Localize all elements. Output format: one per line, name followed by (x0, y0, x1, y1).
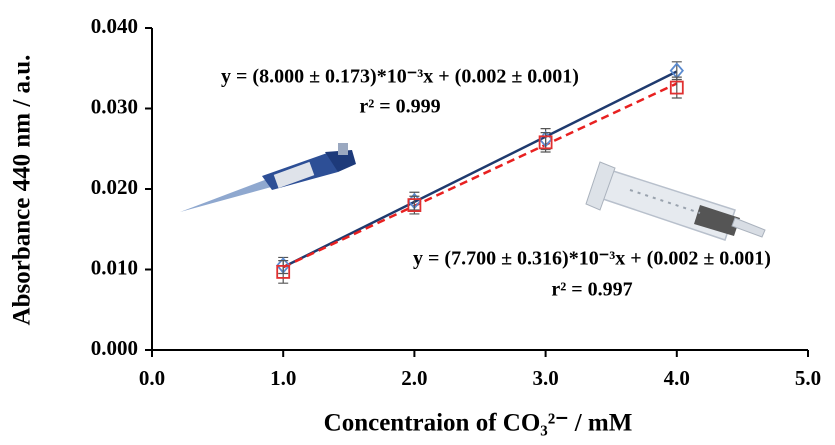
syringe-illustration (585, 161, 766, 241)
r-squared: r² = 0.997 (551, 279, 632, 301)
y-tick-label: 0.030 (91, 94, 138, 118)
equation: y = (8.000 ± 0.173)*10⁻³x + (0.002 ± 0.0… (221, 66, 579, 88)
y-tick-label: 0.020 (91, 175, 138, 199)
x-tick-label: 3.0 (532, 366, 558, 390)
data-point (276, 265, 291, 279)
r-squared: r² = 0.999 (359, 96, 440, 118)
x-tick-label: 1.0 (270, 366, 296, 390)
data-point (669, 80, 684, 95)
x-tick-label: 2.0 (401, 366, 427, 390)
data-point (538, 135, 553, 150)
y-tick-label: 0.000 (91, 336, 138, 360)
pipette-illustration (180, 143, 356, 212)
x-axis-label: Concentraion of CO₃²⁻ / mM (324, 410, 633, 437)
y-tick-label: 0.040 (91, 14, 138, 38)
error-bar (278, 260, 289, 284)
x-tick-label: 0.0 (139, 366, 165, 390)
data-point (407, 198, 422, 213)
y-axis-label: Absorbance 440 nm / a.u. (9, 55, 36, 326)
fit-line (282, 70, 678, 269)
x-tick-label: 5.0 (795, 366, 821, 390)
x-tick-label: 4.0 (664, 366, 690, 390)
error-bar (671, 76, 682, 99)
equation: y = (7.700 ± 0.316)*10⁻³x + (0.002 ± 0.0… (413, 248, 771, 270)
y-tick-label: 0.010 (91, 255, 138, 279)
fit-line (282, 82, 678, 269)
